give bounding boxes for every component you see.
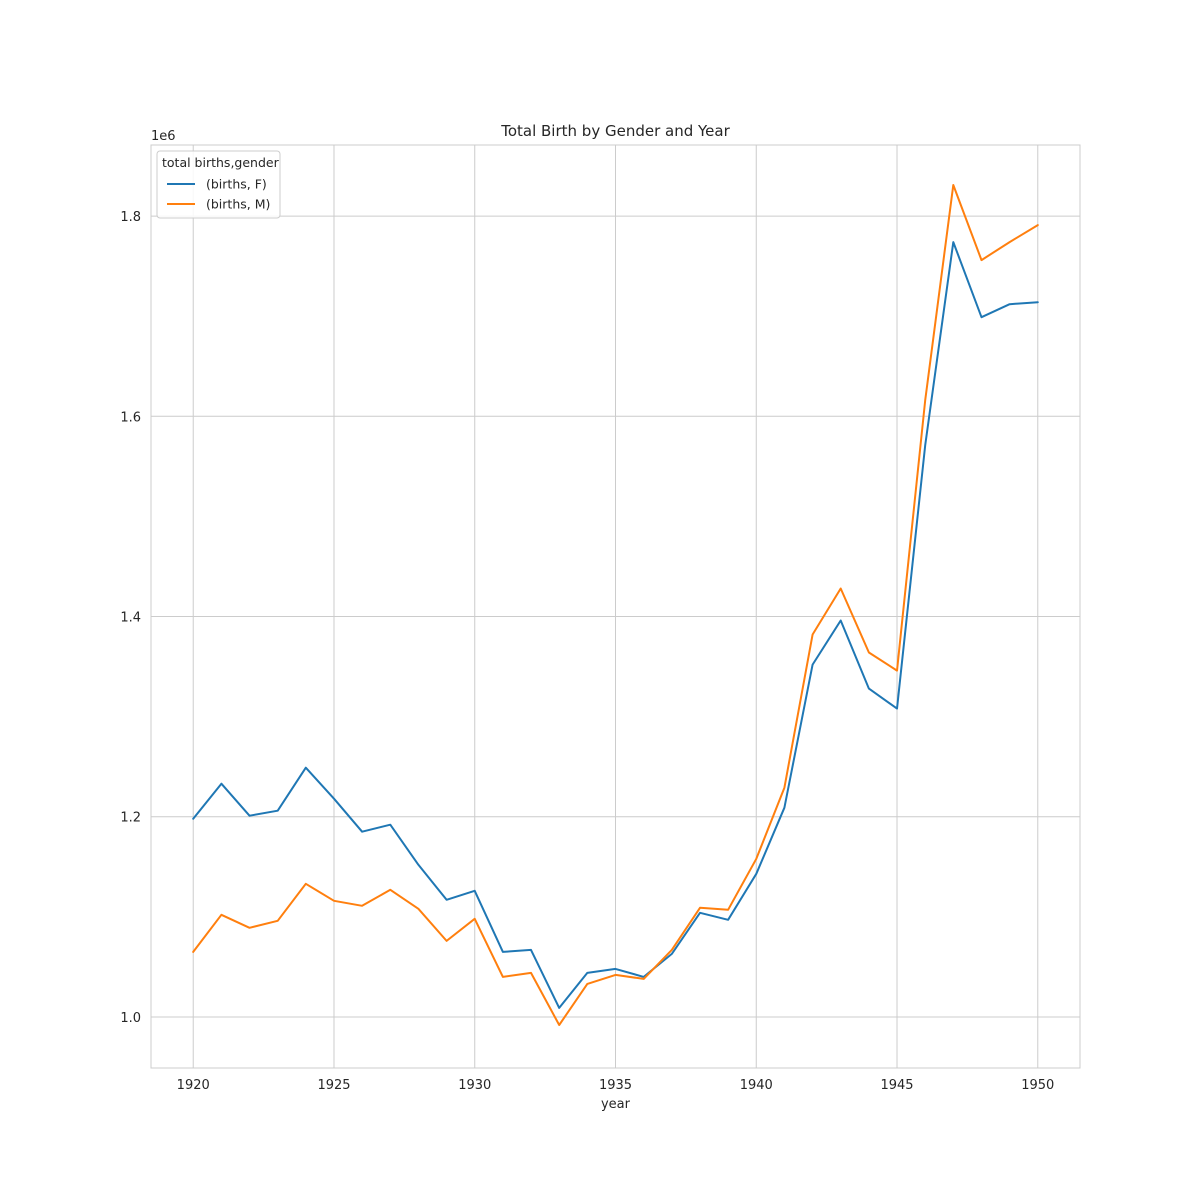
- y-tick-label: 1.4: [120, 611, 141, 626]
- legend-box: [156, 150, 281, 219]
- legend-label: (births, F): [206, 177, 267, 192]
- x-tick-label: 1930: [458, 1078, 491, 1093]
- series-line: [192, 184, 1039, 1026]
- y-tick-label: 1.6: [120, 410, 141, 425]
- y-offset-label: 1e6: [151, 129, 176, 144]
- x-tick-label: 1925: [317, 1078, 350, 1093]
- x-tick-label: 1935: [599, 1078, 632, 1093]
- y-axis: 1.0 1.2 1.4 1.6 1.8: [120, 210, 141, 1026]
- grid-lines: [151, 145, 1080, 1068]
- legend-title: total births,gender: [162, 155, 280, 170]
- series-line: [192, 241, 1039, 1009]
- y-tick-label: 1.2: [120, 811, 141, 826]
- x-tick-label: 1920: [177, 1078, 210, 1093]
- legend-entries: (births, F) (births, M): [167, 177, 270, 212]
- plot-frame: [150, 144, 1081, 1069]
- x-axis: 1920 1925 1930 1935 1940 1945 1950: [177, 1078, 1055, 1093]
- x-axis-title: year: [601, 1097, 631, 1112]
- y-tick-label: 1.0: [120, 1011, 141, 1026]
- y-tick-label: 1.8: [120, 210, 141, 225]
- series-lines: [192, 184, 1039, 1026]
- legend: total births,gender (births, F)(births, …: [156, 150, 281, 219]
- x-tick-label: 1940: [740, 1078, 773, 1093]
- legend-label: (births, M): [206, 197, 270, 212]
- x-tick-label: 1945: [880, 1078, 913, 1093]
- x-tick-label: 1950: [1021, 1078, 1054, 1093]
- chart-title: Total Birth by Gender and Year: [500, 122, 730, 140]
